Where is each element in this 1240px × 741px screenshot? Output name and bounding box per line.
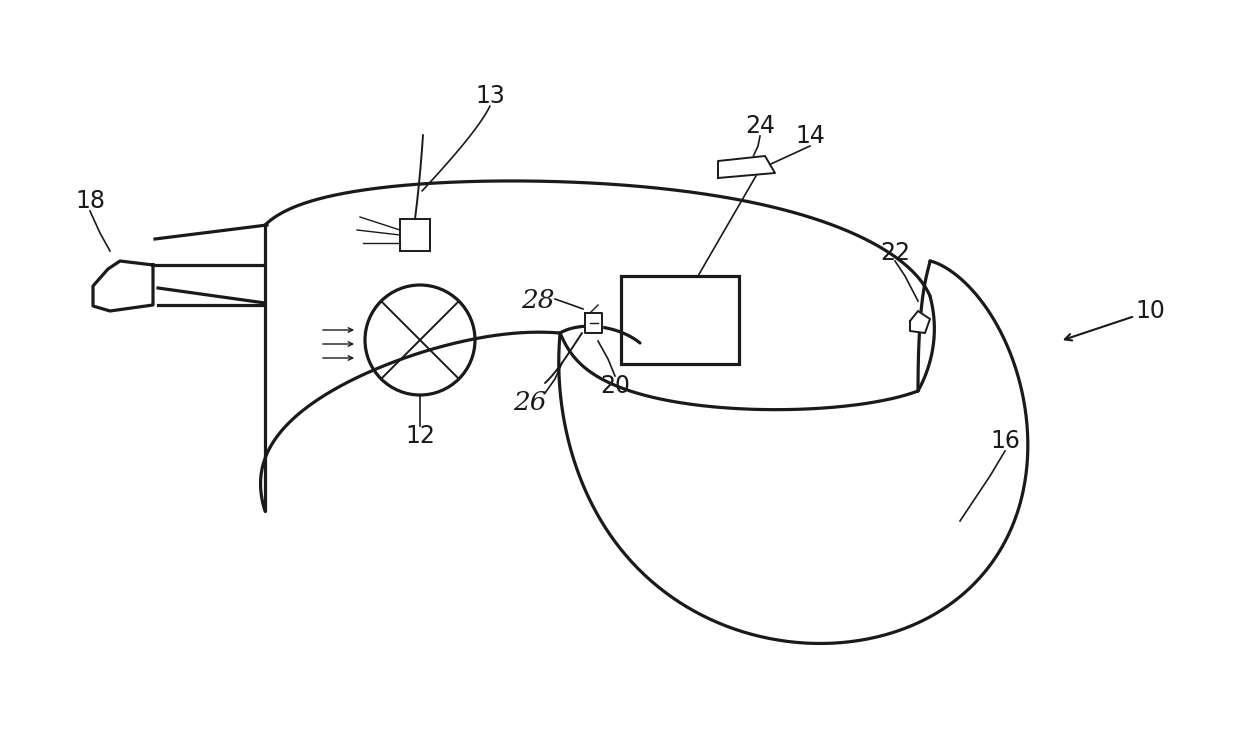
Text: 18: 18	[74, 189, 105, 213]
Text: 28: 28	[521, 288, 554, 313]
Polygon shape	[910, 311, 930, 333]
Text: 24: 24	[745, 114, 775, 138]
Text: 26: 26	[513, 391, 547, 416]
Polygon shape	[585, 313, 601, 333]
Text: 16: 16	[990, 429, 1021, 453]
Text: 12: 12	[405, 424, 435, 448]
Polygon shape	[93, 261, 153, 311]
Text: 10: 10	[1135, 299, 1164, 323]
Text: 22: 22	[880, 241, 910, 265]
Bar	[401, 219, 430, 251]
Text: 13: 13	[475, 84, 505, 108]
Polygon shape	[718, 156, 775, 178]
Text: 20: 20	[600, 374, 630, 398]
Bar	[621, 276, 739, 364]
Text: 14: 14	[795, 124, 825, 148]
